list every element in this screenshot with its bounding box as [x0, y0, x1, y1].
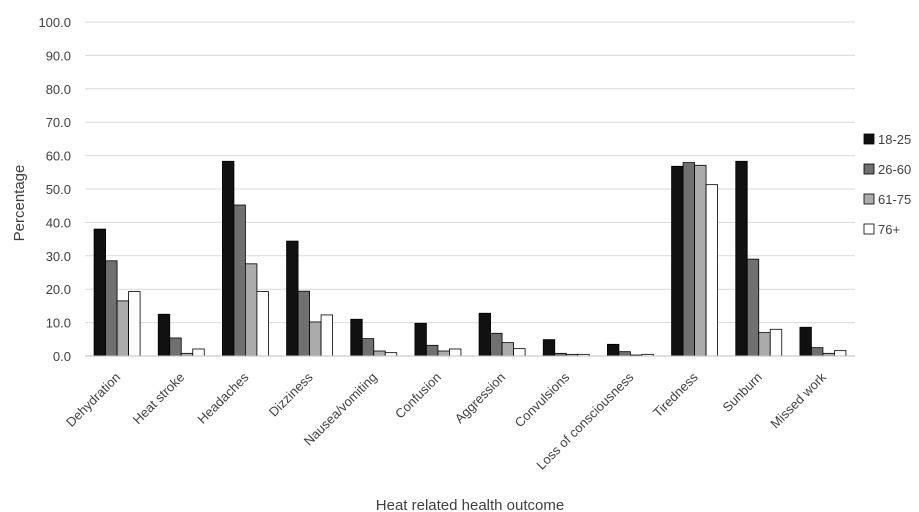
legend-swatch — [863, 163, 875, 175]
bar-26-60-heat-stroke — [169, 337, 182, 357]
bar-61-75-tiredness — [694, 164, 707, 357]
legend-label: 76+ — [878, 222, 900, 237]
y-tick-label: 60.0 — [46, 149, 71, 164]
bar-61-75-dehydration — [116, 300, 129, 357]
bar-group — [93, 160, 847, 357]
x-tick-label: Dehydration — [63, 370, 123, 430]
x-tick-label: Sunburn — [720, 370, 765, 415]
y-axis-ticks: 0.0 10.0 20.0 30.0 40.0 50.0 60.0 70.0 80.0 90.0 1… — [38, 15, 71, 364]
y-tick-label: 10.0 — [46, 316, 71, 331]
legend-swatch — [863, 223, 875, 235]
bar-61-75-confusion — [437, 350, 450, 357]
bar-18-25-dehydration — [93, 228, 106, 357]
grid-lines — [85, 21, 855, 324]
bar-18-25-headaches — [222, 160, 235, 357]
bar-26-60-sunburn — [746, 258, 760, 357]
x-axis-ticks: Dehydration Heat stroke Headaches Dizziness… — [63, 369, 829, 472]
x-tick-label: Missed work — [767, 369, 829, 431]
bar-18-25-convulsions — [542, 339, 556, 357]
x-tick-label: Dizziness — [266, 369, 316, 419]
legend-label: 18-25 — [878, 132, 911, 147]
bar-18-25-aggression — [478, 312, 491, 357]
bar-76+-confusion — [449, 348, 462, 357]
y-tick-label: 50.0 — [46, 182, 71, 197]
bar-76+-aggression — [513, 348, 526, 357]
bar-61-75-nausea-vomiting — [373, 350, 386, 357]
legend-label: 26-60 — [878, 162, 911, 177]
bar-26-60-nausea-vomiting — [361, 338, 375, 357]
bar-18-25-loss-of-consciousness — [607, 343, 620, 357]
bar-18-25-heat-stroke — [157, 313, 171, 357]
y-tick-label: 20.0 — [46, 282, 71, 297]
bar-26-60-aggression — [490, 332, 503, 357]
bar-76+-tiredness — [705, 184, 718, 357]
bar-26-60-loss-of-consciousness — [618, 351, 631, 357]
bar-18-25-tiredness — [671, 165, 684, 357]
x-tick-label: Aggression — [452, 370, 509, 427]
y-tick-label: 90.0 — [46, 48, 71, 63]
legend-swatch — [863, 193, 875, 205]
bar-61-75-sunburn — [758, 332, 771, 357]
bar-76+-nausea-vomiting — [384, 352, 398, 357]
bar-18-25-dizziness — [286, 240, 299, 357]
bar-26-60-headaches — [233, 204, 246, 357]
bar-76+-dehydration — [128, 291, 141, 357]
x-tick-label: Heat stroke — [130, 370, 188, 428]
x-tick-label: Headaches — [194, 369, 251, 426]
bar-18-25-missed-work — [799, 326, 812, 357]
legend-swatch — [863, 133, 875, 145]
bar-76+-headaches — [256, 291, 269, 357]
bar-26-60-dizziness — [297, 290, 310, 357]
bar-61-75-aggression — [501, 342, 514, 357]
y-tick-label: 70.0 — [46, 115, 71, 130]
x-tick-label: Convulsions — [512, 369, 573, 430]
y-tick-label: 0.0 — [53, 349, 71, 364]
legend-label: 61-75 — [878, 192, 911, 207]
y-tick-label: 40.0 — [46, 215, 71, 230]
bar-76+-heat-stroke — [192, 348, 205, 357]
x-axis-title: Heat related health outcome — [376, 497, 564, 512]
legend: 18-25 26-60 61-75 76+ — [863, 132, 911, 237]
bar-26-60-tiredness — [682, 162, 695, 357]
bar-18-25-nausea-vomiting — [350, 318, 363, 357]
y-tick-label: 100.0 — [38, 15, 71, 30]
bar-18-25-confusion — [414, 322, 427, 357]
x-tick-label: Tiredness — [650, 369, 701, 420]
bar-76+-missed-work — [834, 350, 847, 357]
bar-26-60-missed-work — [811, 347, 824, 357]
y-axis-title: Percentage — [11, 165, 28, 242]
bar-76+-sunburn — [769, 328, 783, 357]
bar-61-75-headaches — [245, 263, 258, 357]
bar-61-75-dizziness — [309, 321, 322, 357]
bar-26-60-confusion — [426, 344, 439, 357]
bar-26-60-dehydration — [105, 260, 118, 357]
bar-76+-dizziness — [320, 314, 333, 357]
y-tick-label: 80.0 — [46, 82, 71, 97]
x-tick-label: Confusion — [392, 370, 444, 422]
y-tick-label: 30.0 — [46, 249, 71, 264]
bar-18-25-sunburn — [735, 160, 748, 357]
